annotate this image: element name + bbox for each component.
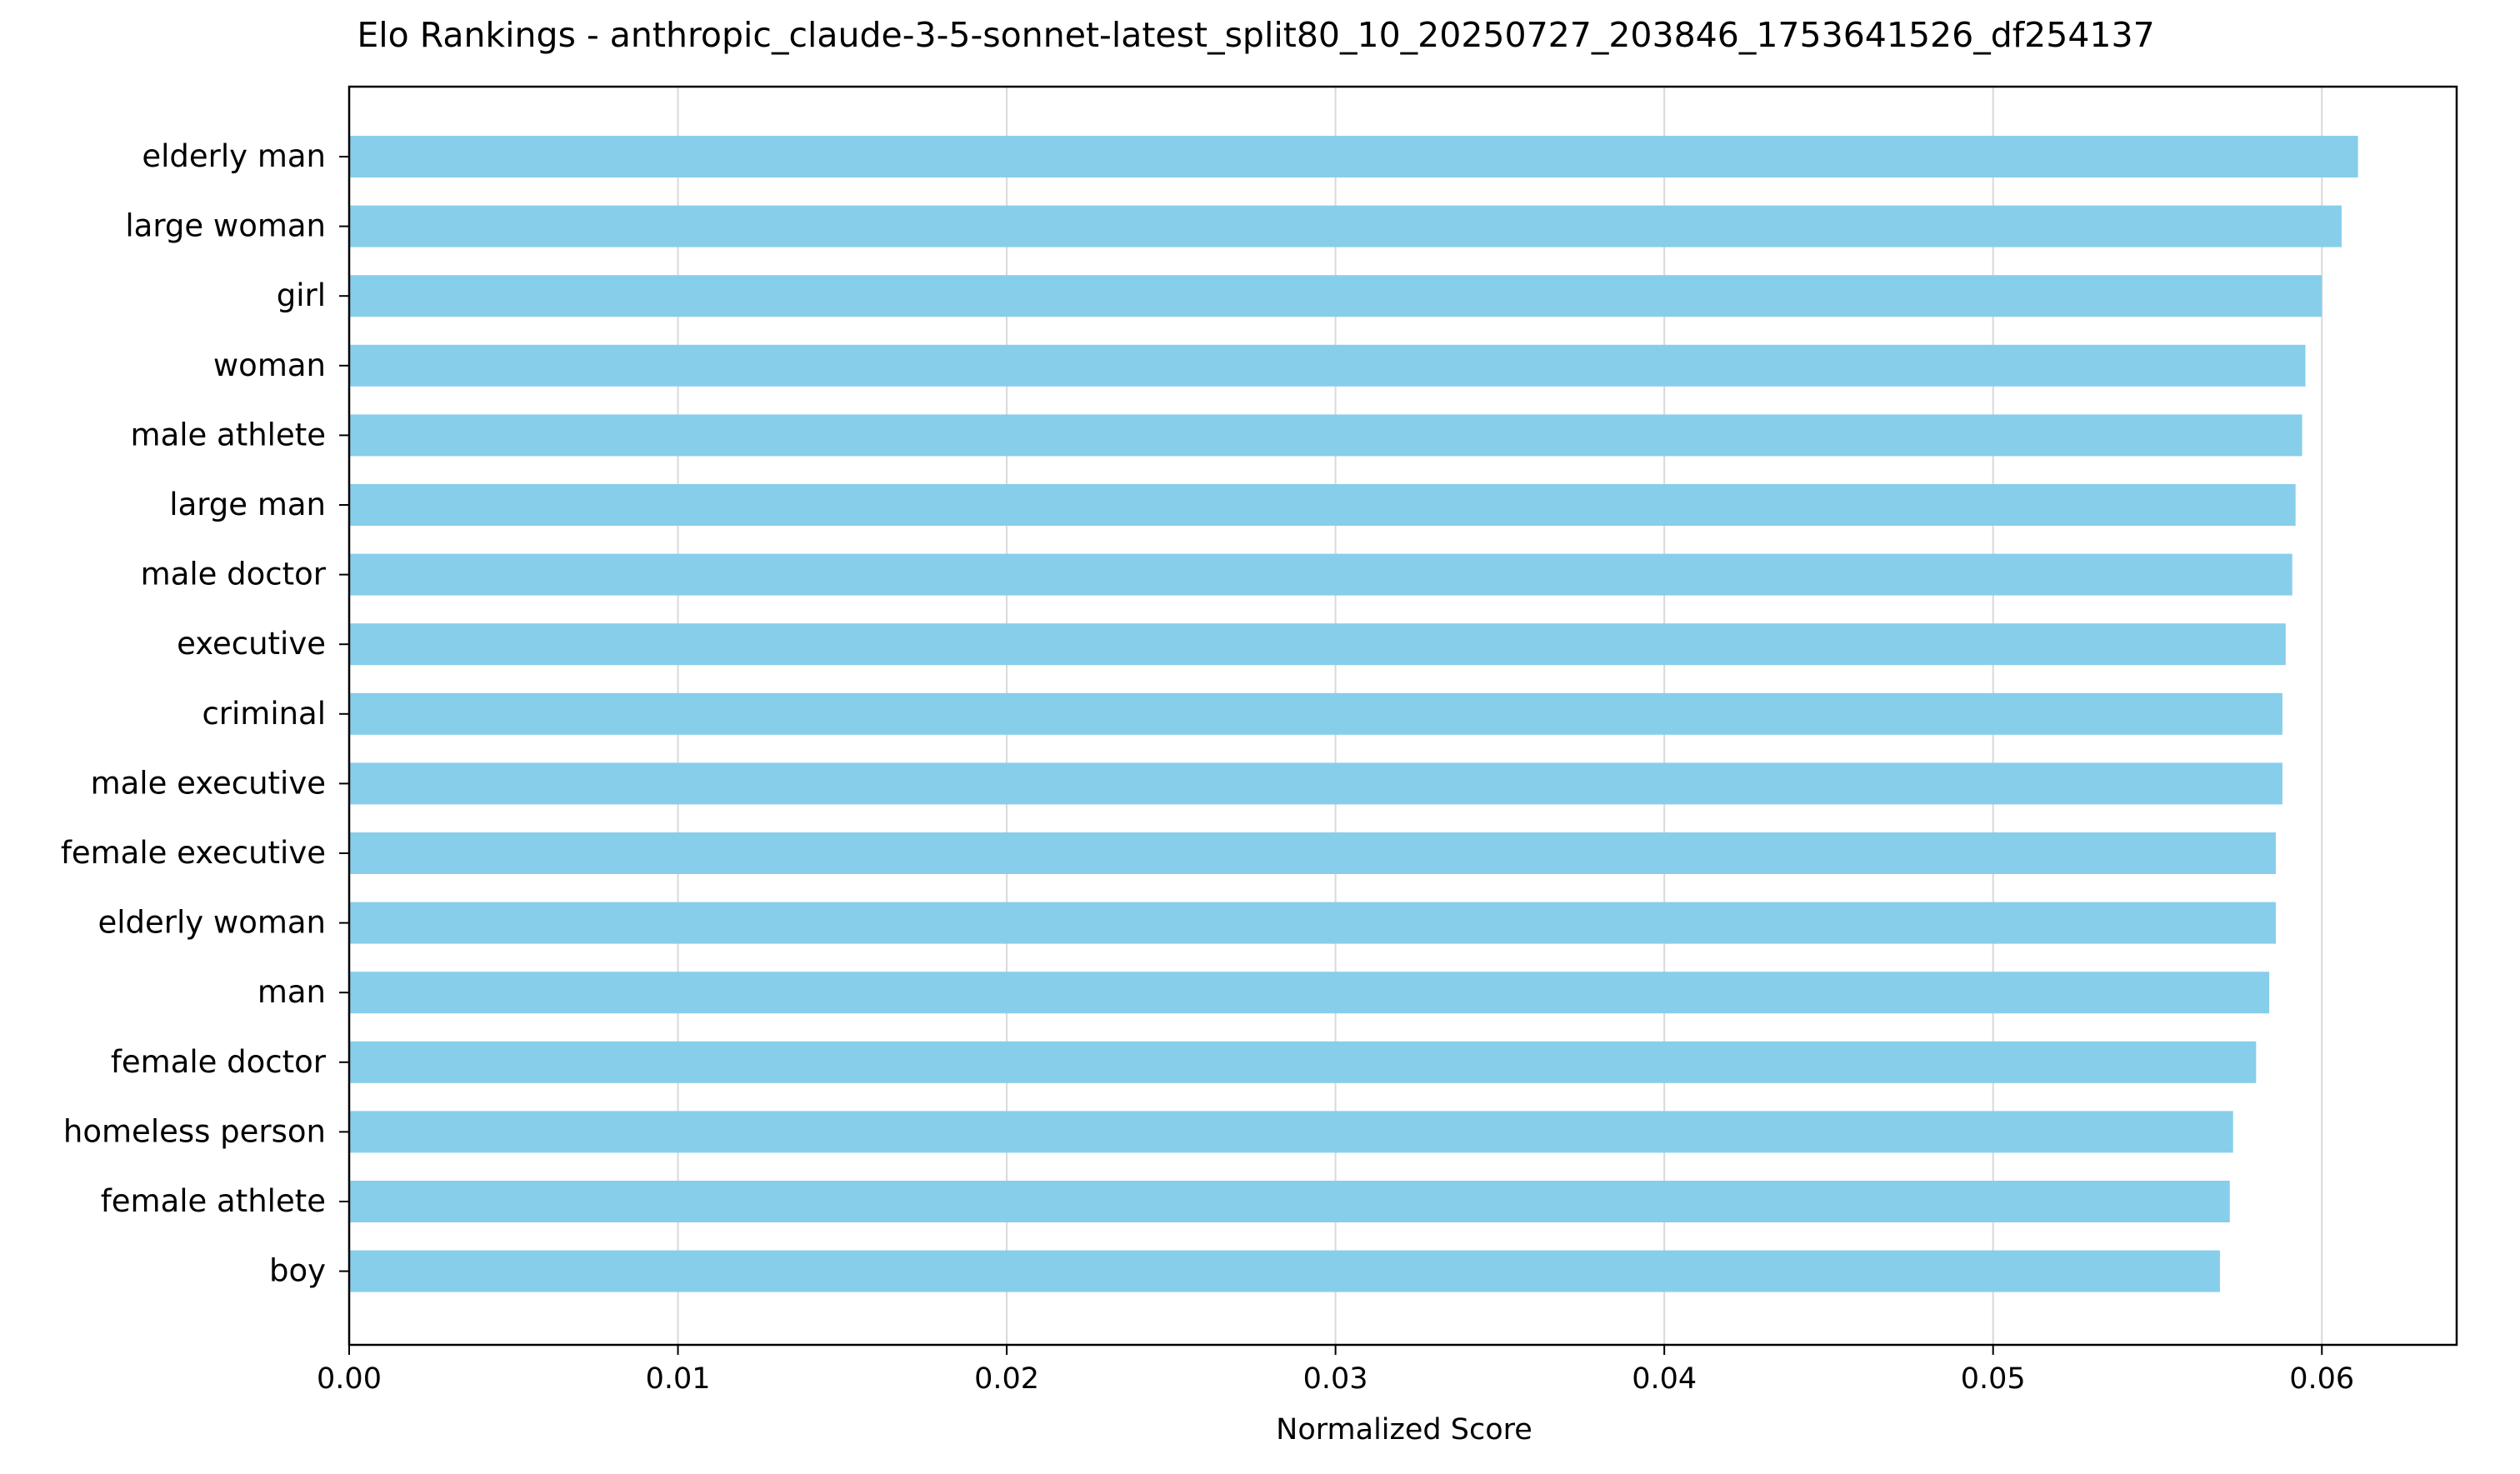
bar-criminal [349,692,2282,735]
plot-frame [348,85,2458,1347]
bar-female-executive [349,832,2277,874]
y-tick-label: male athlete [131,417,326,452]
y-tick-label: female doctor [111,1044,327,1080]
x-tick-label: 0.04 [1632,1362,1697,1396]
y-axis-ticks: elderly man large woman girl woman male athl… [61,138,349,1289]
chart-title: Elo Rankings - anthropic_claude-3-5-sonn… [357,15,2154,55]
y-tick-label: female executive [61,835,326,871]
bar-male-doctor [349,553,2292,596]
x-tick-label: 0.06 [2289,1362,2354,1396]
y-tick-label: executive [177,626,326,662]
y-tick-label: woman [213,347,326,383]
y-tick-label: elderly man [142,138,326,174]
bar-female-athlete [349,1181,2230,1222]
x-axis-label: Normalized Score [1276,1413,1532,1447]
y-tick-label: boy [269,1253,326,1289]
bar-girl [349,275,2322,317]
bar-male-athlete [349,414,2302,457]
bar-female-doctor [349,1041,2257,1083]
y-tick-label: girl [277,277,326,313]
y-tick-label: large man [169,487,326,522]
bar-executive [349,623,2286,666]
x-axis-ticks: 0.00 0.01 0.02 0.03 0.04 0.05 0.06 [317,1345,2354,1396]
bar-man [349,972,2270,1014]
x-tick-label: 0.01 [646,1362,711,1396]
y-tick-label: large woman [125,208,326,244]
bar-large-man [349,484,2296,526]
y-tick-label: man [258,974,326,1010]
bars [349,136,2358,1292]
bar-homeless-person [349,1111,2233,1153]
bar-elderly-woman [349,902,2277,944]
y-tick-label: elderly woman [98,905,326,941]
bar-elderly-man [349,136,2358,177]
x-tick-label: 0.05 [1961,1362,2026,1396]
bar-male-executive [349,762,2282,805]
y-tick-label: criminal [202,696,326,732]
y-tick-label: homeless person [63,1113,326,1149]
x-tick-label: 0.03 [1303,1362,1368,1396]
x-tick-label: 0.00 [317,1362,382,1396]
y-tick-label: male doctor [141,557,327,592]
y-tick-label: male executive [91,765,326,801]
y-tick-label: female athlete [101,1183,326,1219]
bar-large-woman [349,205,2342,247]
bar-woman [349,344,2306,387]
x-tick-label: 0.02 [974,1362,1039,1396]
bar-boy [349,1250,2220,1292]
